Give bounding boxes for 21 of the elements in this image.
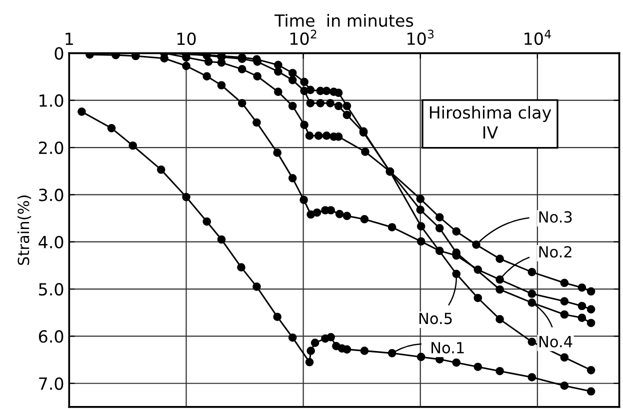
- legend-label: No.4: [539, 336, 572, 348]
- y-tick-label: 6.0: [38, 330, 64, 343]
- x-axis-title: Time in minutes: [274, 14, 414, 27]
- y-tick-label: 4.0: [38, 236, 64, 248]
- y-tick-label: 7.0: [39, 377, 64, 390]
- y-tick-label: 5.0: [39, 282, 64, 296]
- y-tick-label: 2.0: [39, 141, 64, 154]
- y-tick-label: 0: [54, 47, 64, 60]
- legend-label: No.5: [419, 312, 452, 324]
- text: No.3: [539, 211, 572, 223]
- y-axis-title: Strain(%): [17, 196, 32, 265]
- x-tick-label: 10: [177, 32, 196, 46]
- text: No.2: [539, 246, 572, 258]
- y-tick-label: 1.0: [40, 94, 64, 107]
- x-tick-label: 1: [66, 32, 73, 45]
- y-tick-label: 3.0: [39, 188, 64, 202]
- annotation: Hiroshima clay IV: [430, 106, 552, 138]
- series-label: No.1: [432, 342, 464, 354]
- x-tick-label: 10$^{4}$: [524, 30, 551, 45]
- x-tick-label: 10$^{3}$: [408, 30, 434, 45]
- x-tick-label: 10$^{2}$: [290, 30, 316, 45]
